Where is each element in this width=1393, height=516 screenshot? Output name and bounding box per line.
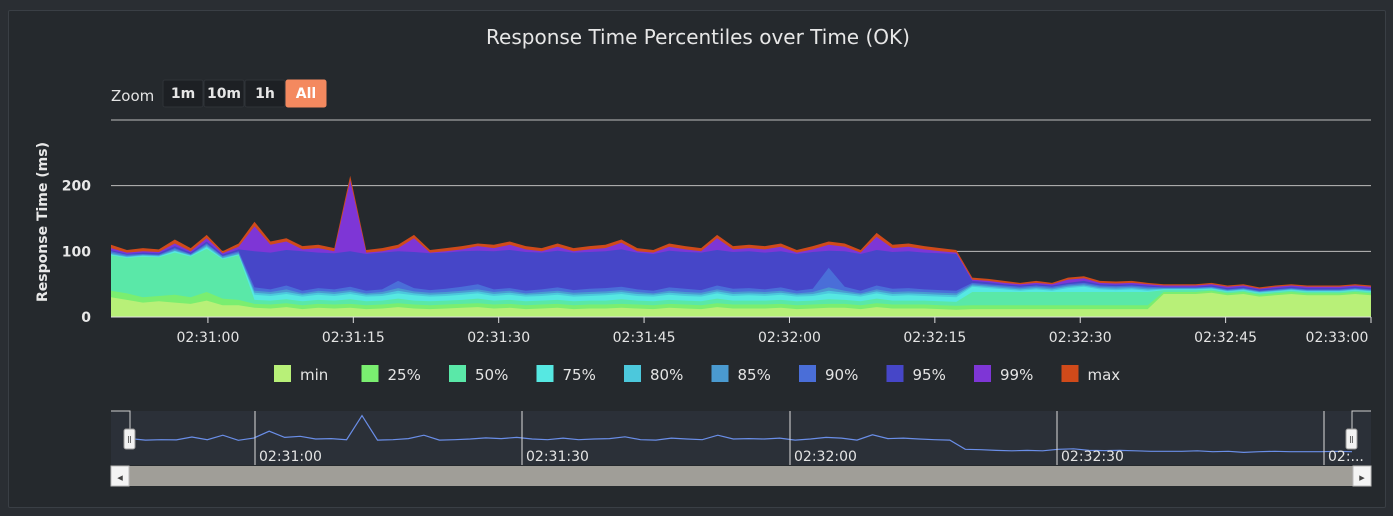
zoom-control: Zoom 1m 10m 1h All (111, 79, 327, 108)
x-axis-ticks: 02:31:00 02:31:15 02:31:30 02:31:45 02:32:00… (176, 317, 1372, 346)
y-axis-ticks: 0 100 200 (62, 179, 91, 326)
zoom-label: Zoom (111, 87, 154, 105)
x-tick-label: 02:32:45 (1194, 330, 1257, 346)
handle-right-grip-icon: Ⅱ (1349, 435, 1354, 446)
y-tick-label: 0 (81, 310, 91, 326)
legend-swatch (886, 365, 904, 382)
legend-label: 75% (563, 366, 596, 384)
legend-swatch (361, 365, 379, 382)
legend-label: 25% (388, 366, 421, 384)
legend-item-min[interactable]: min (274, 365, 328, 384)
x-tick-label: 02:32:15 (903, 330, 966, 346)
legend-item-85pct[interactable]: 85% (711, 365, 771, 384)
y-tick-label: 200 (62, 179, 91, 195)
navigator-handle-right[interactable]: Ⅱ (1345, 428, 1358, 450)
scrollbar-right-button[interactable] (1352, 465, 1372, 487)
legend-swatch (711, 365, 729, 382)
navigator-tick-label: 02:... (1328, 449, 1364, 465)
chart-title: Response Time Percentiles over Time (OK) (486, 25, 910, 49)
legend-label: 80% (650, 366, 683, 384)
x-tick-label: 02:31:30 (467, 330, 530, 346)
legend-swatch (536, 365, 554, 382)
y-axis-label: Response Time (ms) (35, 142, 51, 302)
navigator-tick-label: 02:32:00 (794, 449, 857, 465)
legend-item-95pct[interactable]: 95% (886, 365, 946, 384)
x-tick-label: 02:31:45 (613, 330, 676, 346)
series-area-50pct[interactable] (111, 248, 1371, 317)
navigator: 02:31:00 02:31:30 02:32:00 02:32:30 02:... Ⅱ… (111, 410, 1371, 465)
x-tick-label: 02:32:00 (758, 330, 821, 346)
zoom-button-10m[interactable]: 10m (203, 79, 245, 108)
zoom-button-label: All (296, 86, 316, 102)
scrollbar[interactable]: ◂ ▸ (110, 465, 1372, 487)
legend-label: max (1088, 366, 1121, 384)
zoom-button-label: 1h (255, 86, 275, 102)
grid (111, 119, 1371, 252)
handle-left-grip-icon: Ⅱ (127, 435, 132, 446)
legend-swatch (1061, 365, 1079, 382)
legend-item-99pct[interactable]: 99% (974, 365, 1033, 384)
legend: min 25% 50% 75% 80% 85% 90% 95% 99% max (274, 365, 1120, 384)
navigator-handle-left[interactable]: Ⅱ (123, 428, 136, 450)
zoom-button-1h[interactable]: 1h (244, 79, 286, 108)
navigator-tick-label: 02:32:30 (1061, 449, 1124, 465)
navigator-background (111, 411, 1371, 465)
legend-label: 90% (825, 366, 858, 384)
legend-label: 95% (913, 366, 946, 384)
legend-item-25pct[interactable]: 25% (361, 365, 421, 384)
legend-item-90pct[interactable]: 90% (799, 365, 858, 384)
legend-swatch (624, 365, 641, 382)
legend-swatch (799, 365, 816, 382)
legend-label: 50% (475, 366, 508, 384)
scrollbar-track[interactable] (111, 466, 1371, 486)
zoom-button-label: 10m (207, 86, 241, 102)
navigator-tick-label: 02:31:30 (526, 449, 589, 465)
zoom-button-label: 1m (171, 86, 195, 102)
legend-swatch (274, 365, 291, 382)
navigator-tick-label: 02:31:00 (259, 449, 322, 465)
x-tick-label: 02:31:00 (176, 330, 239, 346)
zoom-button-1m[interactable]: 1m (162, 79, 204, 108)
legend-swatch (449, 365, 466, 382)
legend-item-max[interactable]: max (1061, 365, 1121, 384)
zoom-button-All[interactable]: All (285, 79, 327, 108)
series-area-min[interactable] (111, 292, 1371, 317)
legend-item-75pct[interactable]: 75% (536, 365, 596, 384)
y-tick-label: 100 (62, 244, 91, 260)
legend-item-50pct[interactable]: 50% (449, 365, 508, 384)
scroll-right-arrow-icon: ▸ (1359, 471, 1365, 484)
plot-area[interactable] (111, 175, 1371, 317)
legend-label: 85% (738, 366, 771, 384)
x-tick-label: 02:31:15 (322, 330, 385, 346)
legend-swatch (974, 365, 991, 382)
navigator-series-line (129, 414, 1353, 454)
x-tick-label: 02:33:00 (1306, 330, 1369, 346)
x-tick-label: 02:32:30 (1049, 330, 1112, 346)
legend-label: 99% (1000, 366, 1033, 384)
legend-label: min (300, 366, 328, 384)
scroll-left-arrow-icon: ◂ (117, 471, 123, 484)
legend-item-80pct[interactable]: 80% (624, 365, 683, 384)
scrollbar-left-button[interactable] (110, 465, 130, 487)
